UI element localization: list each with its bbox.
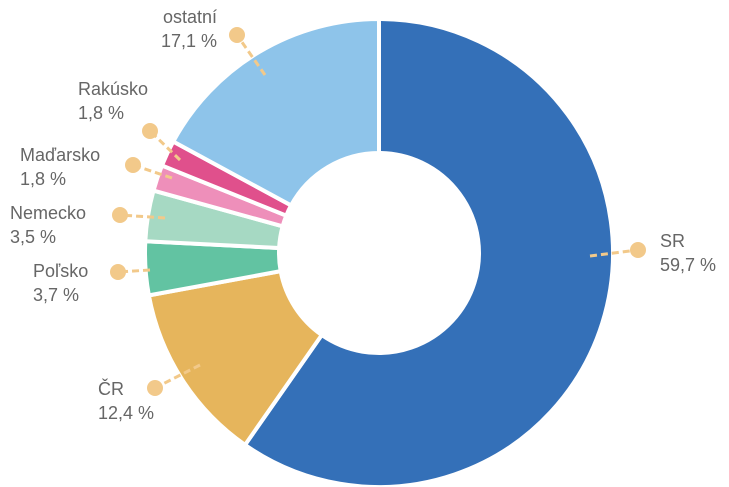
value-label: 1,8 %: [20, 169, 66, 189]
connector-dot: [142, 123, 158, 139]
value-label: 3,7 %: [33, 285, 79, 305]
category-label: SR: [660, 231, 685, 251]
category-label: Poľsko: [33, 261, 88, 281]
category-label: ČR: [98, 378, 124, 399]
value-label: 17,1 %: [161, 31, 217, 51]
category-label: Rakúsko: [78, 79, 148, 99]
connector-dot: [229, 27, 245, 43]
connector-dot: [110, 264, 126, 280]
connector-dot: [125, 157, 141, 173]
donut-segment: [242, 16, 615, 487]
category-label: Nemecko: [10, 203, 86, 223]
value-label: 12,4 %: [98, 403, 154, 423]
connector: [154, 363, 201, 390]
connector: [589, 248, 639, 258]
donut-segment: [170, 16, 381, 209]
value-label: 3,5 %: [10, 227, 56, 247]
connector-dot: [112, 207, 128, 223]
value-label: 59,7 %: [660, 255, 716, 275]
connector-dot: [147, 380, 163, 396]
value-label: 1,8 %: [78, 103, 124, 123]
category-label: Maďarsko: [20, 145, 100, 165]
connector: [235, 34, 267, 76]
connector-dot: [630, 242, 646, 258]
category-label: ostatní: [163, 7, 217, 27]
donut-segment: [146, 268, 325, 448]
